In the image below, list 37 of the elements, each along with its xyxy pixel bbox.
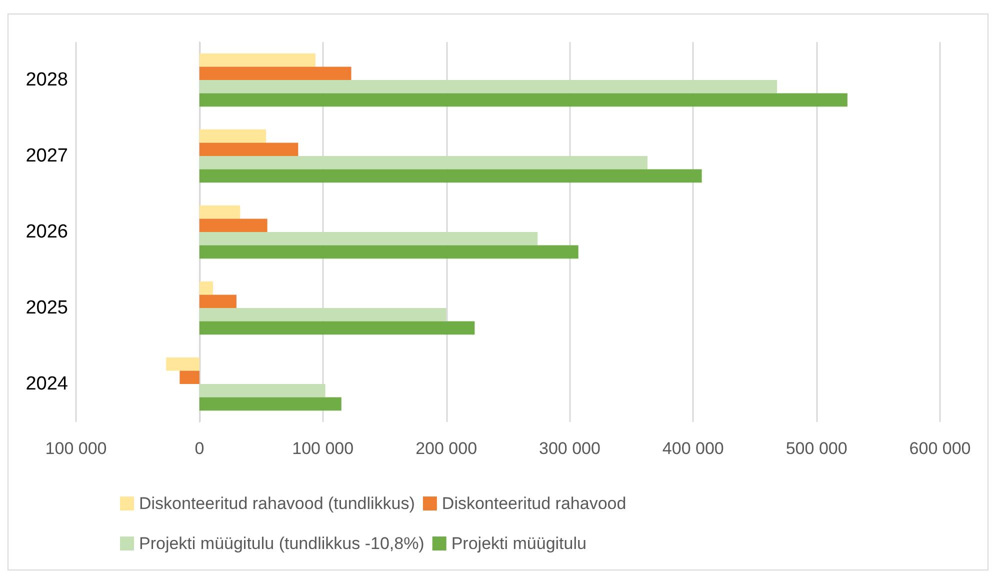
bar	[199, 308, 446, 322]
x-tick-label: 600 000	[909, 439, 971, 458]
x-tick-label: 0	[194, 439, 204, 458]
x-tick-label: 500 000	[786, 439, 848, 458]
bar	[199, 169, 702, 183]
bar	[199, 93, 848, 107]
legend-label: Diskonteeritud rahavood	[442, 494, 626, 513]
bar	[199, 142, 298, 156]
bar	[199, 397, 342, 411]
bar	[199, 281, 214, 295]
y-tick-label: 2024	[26, 374, 68, 394]
bar	[199, 321, 475, 335]
y-tick-label: 2028	[26, 70, 68, 90]
x-tick-label: 100 000	[292, 439, 354, 458]
bar	[199, 129, 266, 143]
bar	[199, 294, 236, 308]
bar	[199, 66, 352, 80]
bar	[199, 218, 268, 232]
y-tick-label: 2027	[26, 146, 68, 166]
y-tick-label: 2026	[26, 222, 68, 242]
x-tick-label: 100 000	[45, 439, 107, 458]
bar	[199, 232, 538, 246]
bar	[199, 245, 578, 259]
bar	[166, 357, 200, 371]
x-tick-label: 200 000	[416, 439, 478, 458]
legend-label: Projekti müügitulu	[451, 534, 586, 553]
bar	[199, 80, 778, 94]
x-tick-label: 400 000	[662, 439, 724, 458]
bar	[199, 156, 648, 170]
x-tick-label: 300 000	[538, 439, 600, 458]
bar	[199, 53, 316, 67]
bar	[199, 384, 326, 398]
legend-label: Projekti müügitulu (tundlikkus -10,8%)	[139, 534, 424, 553]
bar	[199, 205, 240, 219]
bar	[180, 370, 200, 384]
legend-label: Diskonteeritud rahavood (tundlikkus)	[139, 494, 415, 513]
y-tick-label: 2025	[26, 298, 68, 318]
